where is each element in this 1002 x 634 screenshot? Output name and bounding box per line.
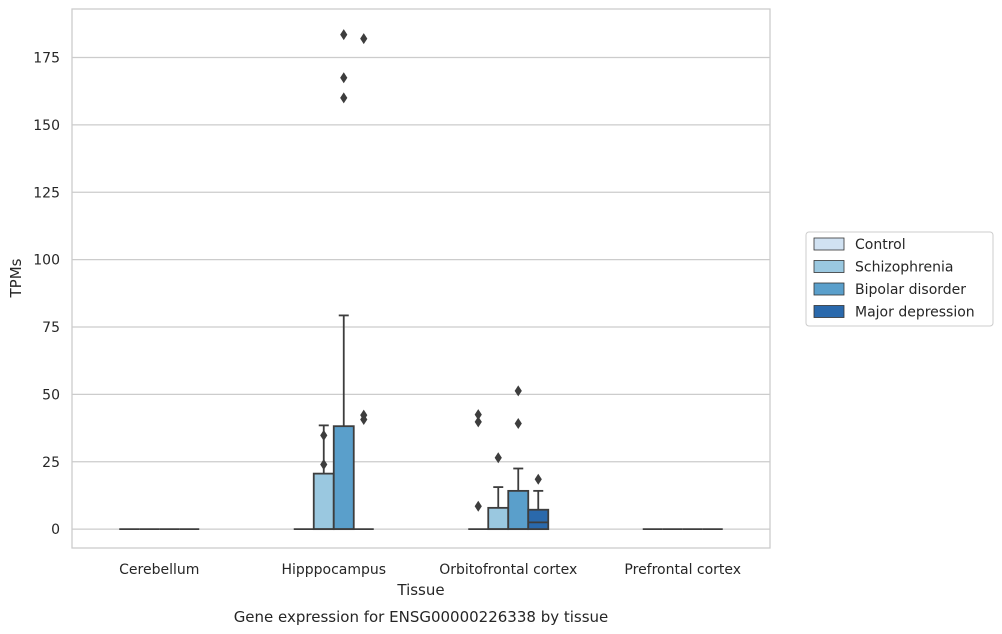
y-axis-ticks: 0 25 50 75 100 125 150 175 <box>33 51 60 539</box>
box-hipppocampus-major-depression <box>353 33 374 531</box>
legend-label: Bipolar disorder <box>855 282 966 298</box>
y-tick-label: 75 <box>42 320 60 336</box>
box-body <box>507 489 530 531</box>
box-hipppocampus-bipolar-disorder <box>332 29 355 531</box>
outlier-point <box>514 385 522 397</box>
box-body <box>487 506 510 531</box>
box-orbitofrontal-cortex-bipolar-disorder <box>507 385 530 531</box>
y-tick-label: 25 <box>42 455 60 471</box>
outlier-point <box>360 409 368 421</box>
x-tick-label: Prefrontal cortex <box>624 562 741 578</box>
outlier-point <box>534 473 542 485</box>
legend-label: Major depression <box>855 305 975 321</box>
y-tick-label: 150 <box>33 118 60 134</box>
legend-swatch <box>813 305 845 318</box>
outlier-point <box>514 417 522 429</box>
legend-frame <box>805 231 994 327</box>
y-tick-label: 125 <box>33 185 60 201</box>
y-tick-label: 0 <box>51 522 60 538</box>
outlier-point <box>494 452 502 464</box>
box-orbitofrontal-cortex-control <box>468 409 489 531</box>
box-body <box>332 425 355 531</box>
legend-label: Control <box>855 237 906 253</box>
gridlines <box>72 56 770 530</box>
x-tick-label: Orbitofrontal cortex <box>439 562 577 578</box>
legend-label: Schizophrenia <box>855 260 953 276</box>
box-hipppocampus-schizophrenia <box>312 424 335 531</box>
legend-swatch <box>813 282 845 296</box>
outlier-point <box>340 29 348 41</box>
box-body <box>527 508 550 531</box>
box-orbitofrontal-cortex-major-depression <box>527 473 550 531</box>
outlier-point <box>340 72 348 84</box>
chart-caption: Gene expression for ENSG00000226338 by t… <box>234 608 609 626</box>
boxes <box>119 29 723 531</box>
plot-area-frame <box>71 8 771 549</box>
outlier-point <box>474 409 482 421</box>
y-tick-label: 50 <box>42 387 60 403</box>
x-tick-label: Hipppocampus <box>281 562 386 578</box>
x-tick-label: Cerebellum <box>119 562 199 578</box>
outlier-point <box>360 33 368 45</box>
outlier-point <box>320 458 328 470</box>
y-tick-label: 175 <box>33 51 60 67</box>
outlier-point <box>474 416 482 428</box>
y-tick-label: 100 <box>33 253 60 269</box>
legend-swatch <box>813 237 845 251</box>
box-body <box>312 472 335 531</box>
outlier-point <box>474 500 482 512</box>
legend: Control Schizophrenia Bipolar disorder Majo… <box>805 231 994 327</box>
legend-swatch <box>813 260 845 273</box>
x-axis-label: Tissue <box>396 581 444 599</box>
x-axis-ticks: Cerebellum Hipppocampus Orbitofrontal cort… <box>119 562 741 578</box>
outlier-point <box>340 92 348 104</box>
y-axis-label: TPMs <box>7 258 25 298</box>
box-orbitofrontal-cortex-schizophrenia <box>487 452 510 531</box>
outlier-point <box>320 429 328 441</box>
